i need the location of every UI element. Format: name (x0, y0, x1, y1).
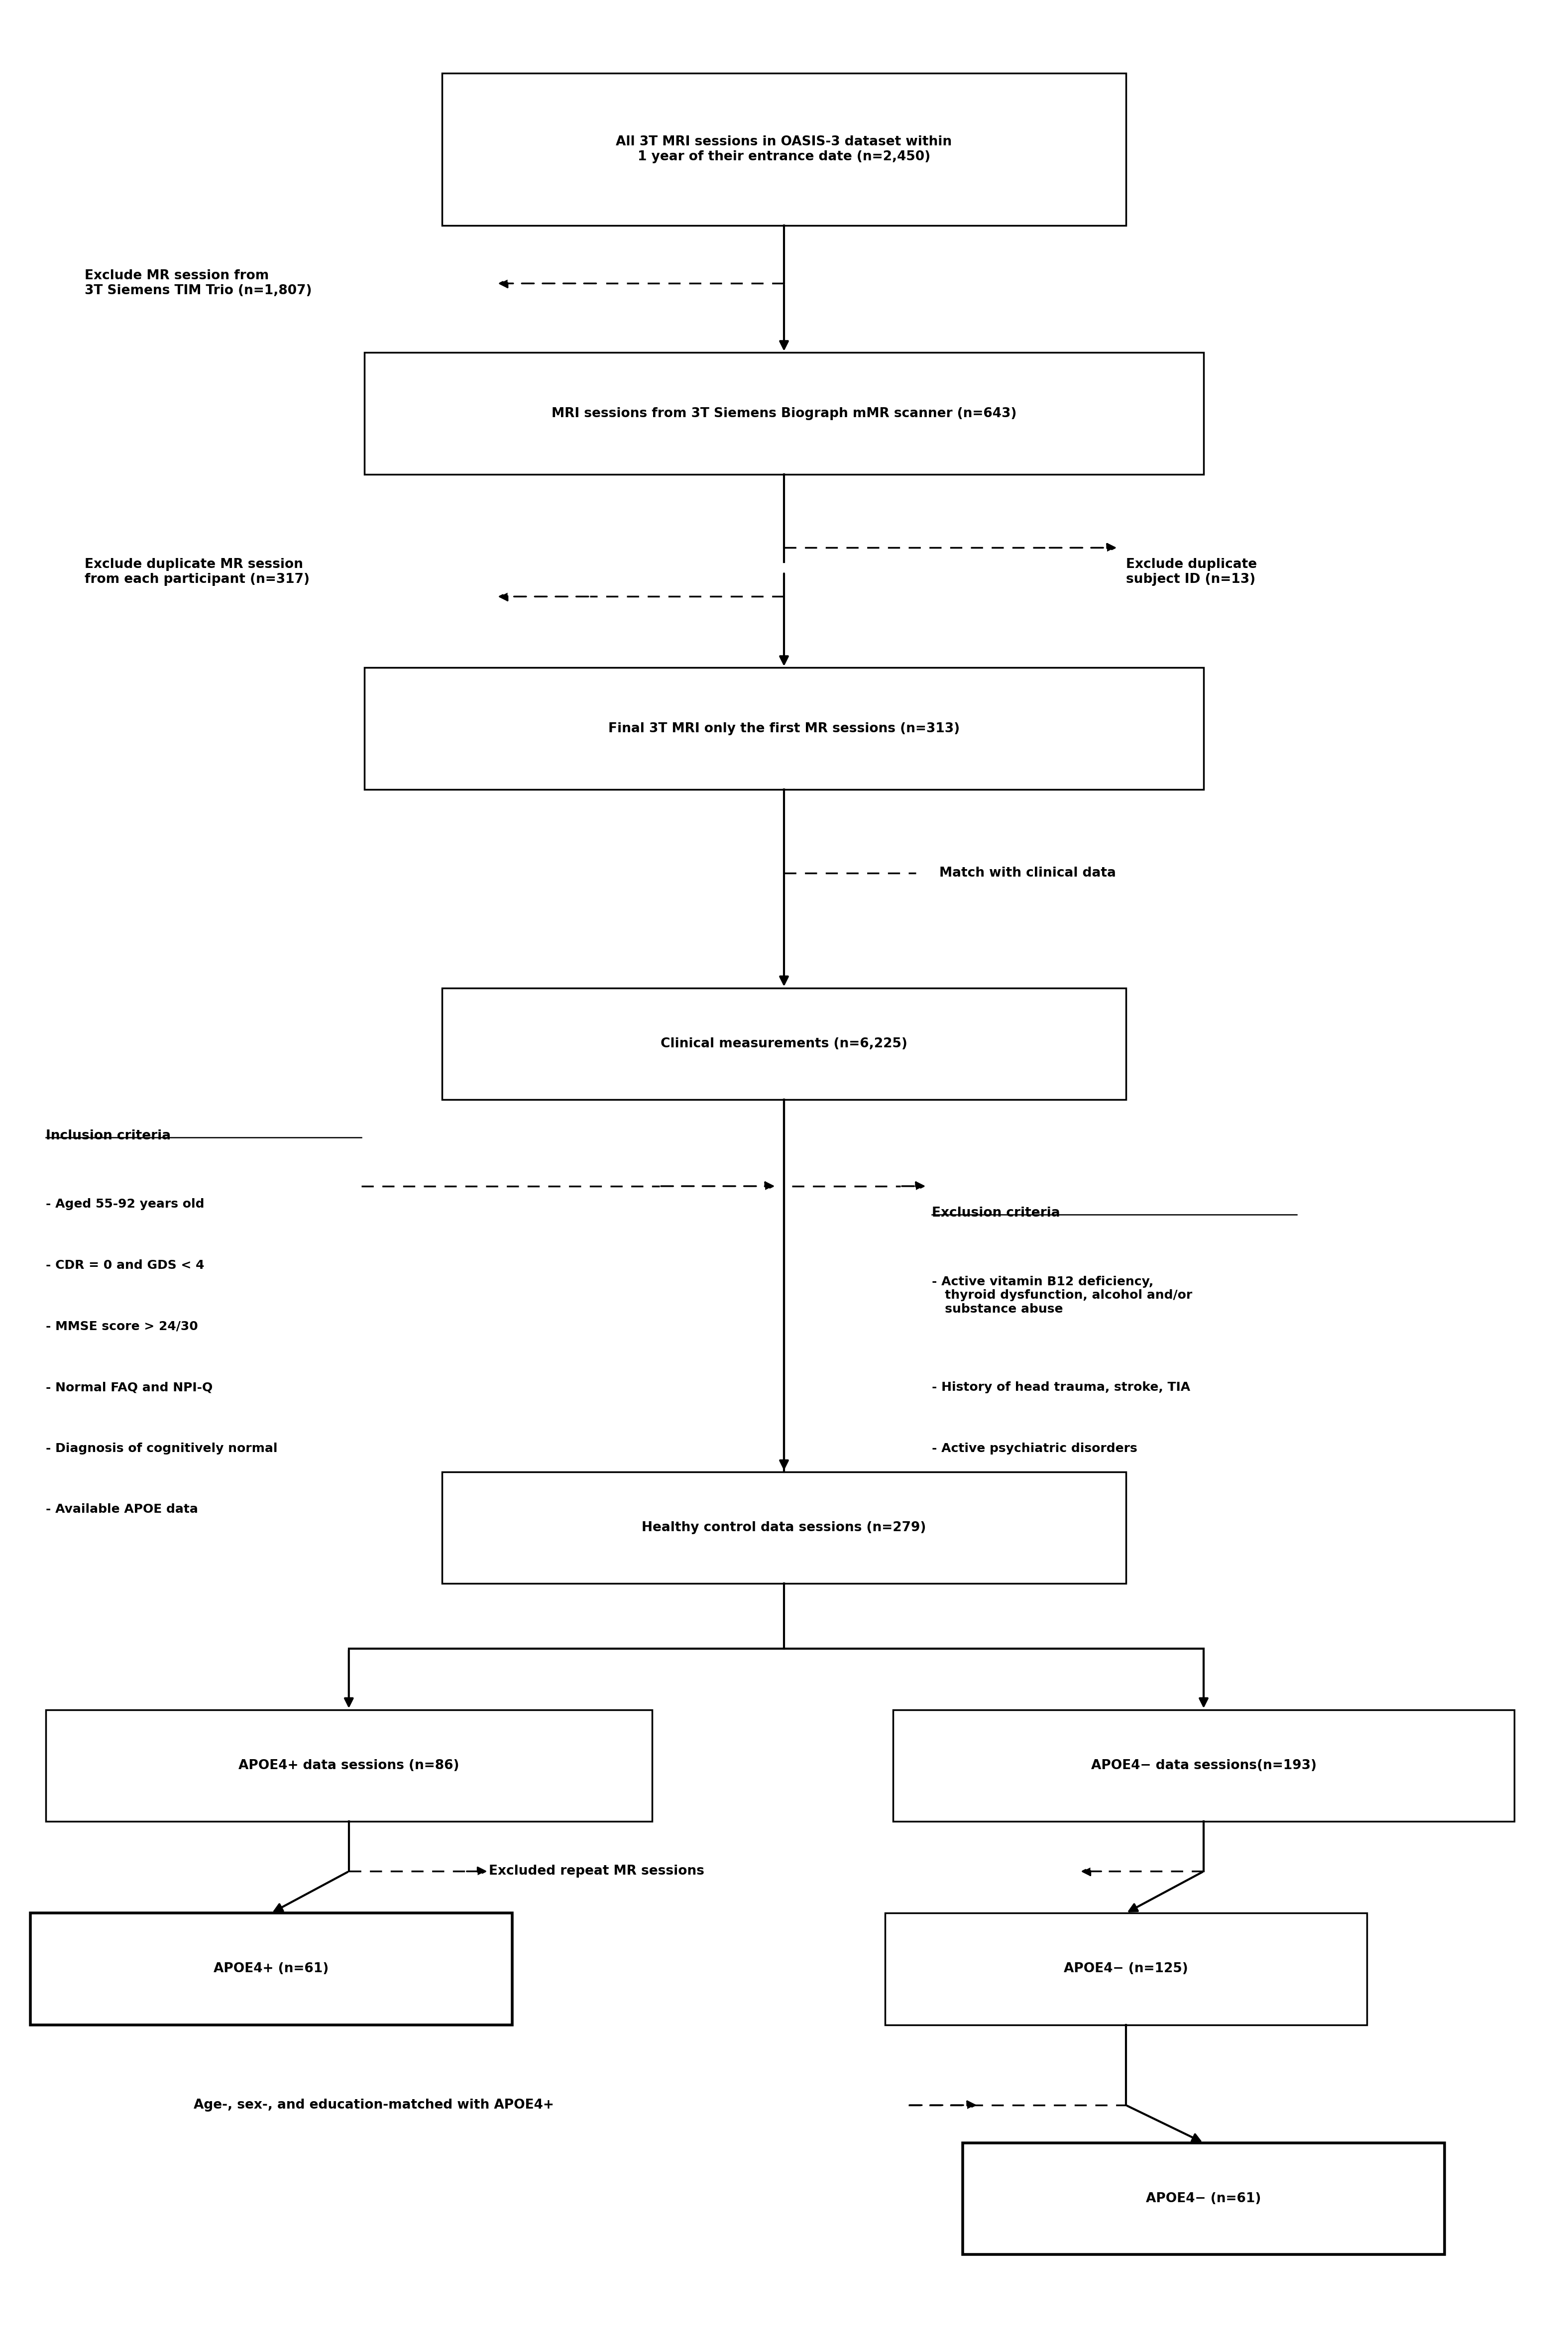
Text: Match with clinical data: Match with clinical data (939, 866, 1116, 880)
Text: APOE4− (n=61): APOE4− (n=61) (1146, 2192, 1261, 2206)
Bar (30, 1912, 513, 2025)
Text: - Aged 55-92 years old: - Aged 55-92 years old (45, 1200, 204, 1211)
Bar (442, 1472, 1126, 1583)
Bar (45, 1710, 652, 1820)
Text: APOE4+ (n=61): APOE4+ (n=61) (213, 1962, 329, 1976)
Text: All 3T MRI sessions in OASIS-3 dataset within
1 year of their entrance date (n=2: All 3T MRI sessions in OASIS-3 dataset w… (616, 136, 952, 162)
Text: Excluded repeat MR sessions: Excluded repeat MR sessions (489, 1865, 704, 1877)
Text: - MMSE score > 24/30: - MMSE score > 24/30 (45, 1319, 198, 1331)
Text: - Active vitamin B12 deficiency,
   thyroid dysfunction, alcohol and/or
   subst: - Active vitamin B12 deficiency, thyroid… (931, 1275, 1192, 1315)
Bar (892, 1710, 1515, 1820)
Text: MRI sessions from 3T Siemens Biograph mMR scanner (n=643): MRI sessions from 3T Siemens Biograph mM… (552, 407, 1016, 421)
Bar (963, 2143, 1444, 2256)
Text: Age-, sex-, and education-matched with APOE4+: Age-, sex-, and education-matched with A… (193, 2098, 554, 2112)
Text: Exclude duplicate MR session
from each participant (n=317): Exclude duplicate MR session from each p… (85, 557, 309, 586)
Text: - CDR = 0 and GDS < 4: - CDR = 0 and GDS < 4 (45, 1258, 204, 1272)
Text: APOE4+ data sessions (n=86): APOE4+ data sessions (n=86) (238, 1759, 459, 1771)
Text: APOE4− data sessions(n=193): APOE4− data sessions(n=193) (1091, 1759, 1317, 1771)
Bar (442, 988, 1126, 1101)
Text: - Diagnosis of cognitively normal: - Diagnosis of cognitively normal (45, 1442, 278, 1454)
Bar (442, 73, 1126, 226)
Text: - Normal FAQ and NPI-Q: - Normal FAQ and NPI-Q (45, 1381, 213, 1392)
Text: APOE4− (n=125): APOE4− (n=125) (1063, 1962, 1189, 1976)
Text: Exclude MR session from
3T Siemens TIM Trio (n=1,807): Exclude MR session from 3T Siemens TIM T… (85, 270, 312, 296)
Text: Final 3T MRI only the first MR sessions (n=313): Final 3T MRI only the first MR sessions … (608, 722, 960, 736)
Text: - History of head trauma, stroke, TIA: - History of head trauma, stroke, TIA (931, 1381, 1190, 1392)
Text: Healthy control data sessions (n=279): Healthy control data sessions (n=279) (641, 1522, 927, 1534)
Text: Exclude duplicate
subject ID (n=13): Exclude duplicate subject ID (n=13) (1126, 557, 1258, 586)
Text: Clinical measurements (n=6,225): Clinical measurements (n=6,225) (660, 1037, 908, 1051)
Bar (364, 353, 1204, 475)
Bar (364, 668, 1204, 790)
Bar (884, 1912, 1367, 2025)
Text: - Active psychiatric disorders: - Active psychiatric disorders (931, 1442, 1137, 1454)
Text: Inclusion criteria: Inclusion criteria (45, 1129, 171, 1143)
Text: - Available APOE data: - Available APOE data (45, 1503, 198, 1515)
Text: Exclusion criteria: Exclusion criteria (931, 1207, 1060, 1218)
